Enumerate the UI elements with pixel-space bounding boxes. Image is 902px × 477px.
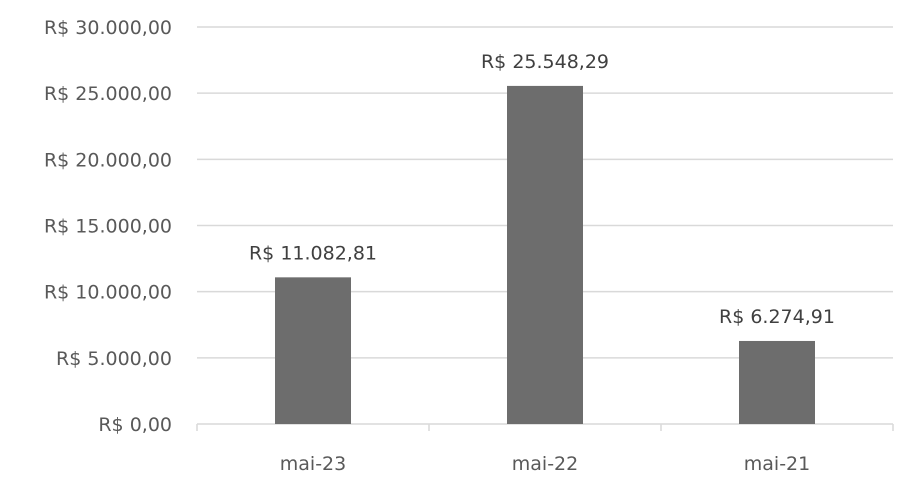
y-tick-label: R$ 5.000,00: [56, 348, 172, 370]
data-label-mai-22: R$ 25.548,29: [481, 51, 609, 73]
y-tick-label: R$ 30.000,00: [44, 17, 172, 39]
bar-mai-22: [507, 85, 583, 425]
y-tick-label: R$ 10.000,00: [44, 282, 172, 304]
bar-mai-21: [739, 340, 815, 424]
data-label-mai-23: R$ 11.082,81: [249, 242, 377, 264]
category-label-mai-23: mai-23: [280, 453, 346, 475]
x-axis-category-labels: mai-23 mai-22 mai-21: [280, 453, 810, 475]
category-label-mai-21: mai-21: [744, 453, 810, 475]
y-tick-label: R$ 20.000,00: [44, 149, 172, 171]
data-label-mai-21: R$ 6.274,91: [719, 306, 835, 328]
category-label-mai-22: mai-22: [512, 453, 578, 475]
bar-mai-23: [275, 277, 351, 424]
y-axis-tick-labels: R$ 0,00 R$ 5.000,00 R$ 10.000,00 R$ 15.000,…: [44, 17, 172, 436]
data-labels: R$ 11.082,81 R$ 25.548,29 R$ 6.274,91: [249, 51, 835, 328]
bars: [275, 85, 815, 425]
y-tick-label: R$ 15.000,00: [44, 216, 172, 238]
y-tick-label: R$ 0,00: [98, 414, 172, 436]
y-tick-label: R$ 25.000,00: [44, 83, 172, 105]
